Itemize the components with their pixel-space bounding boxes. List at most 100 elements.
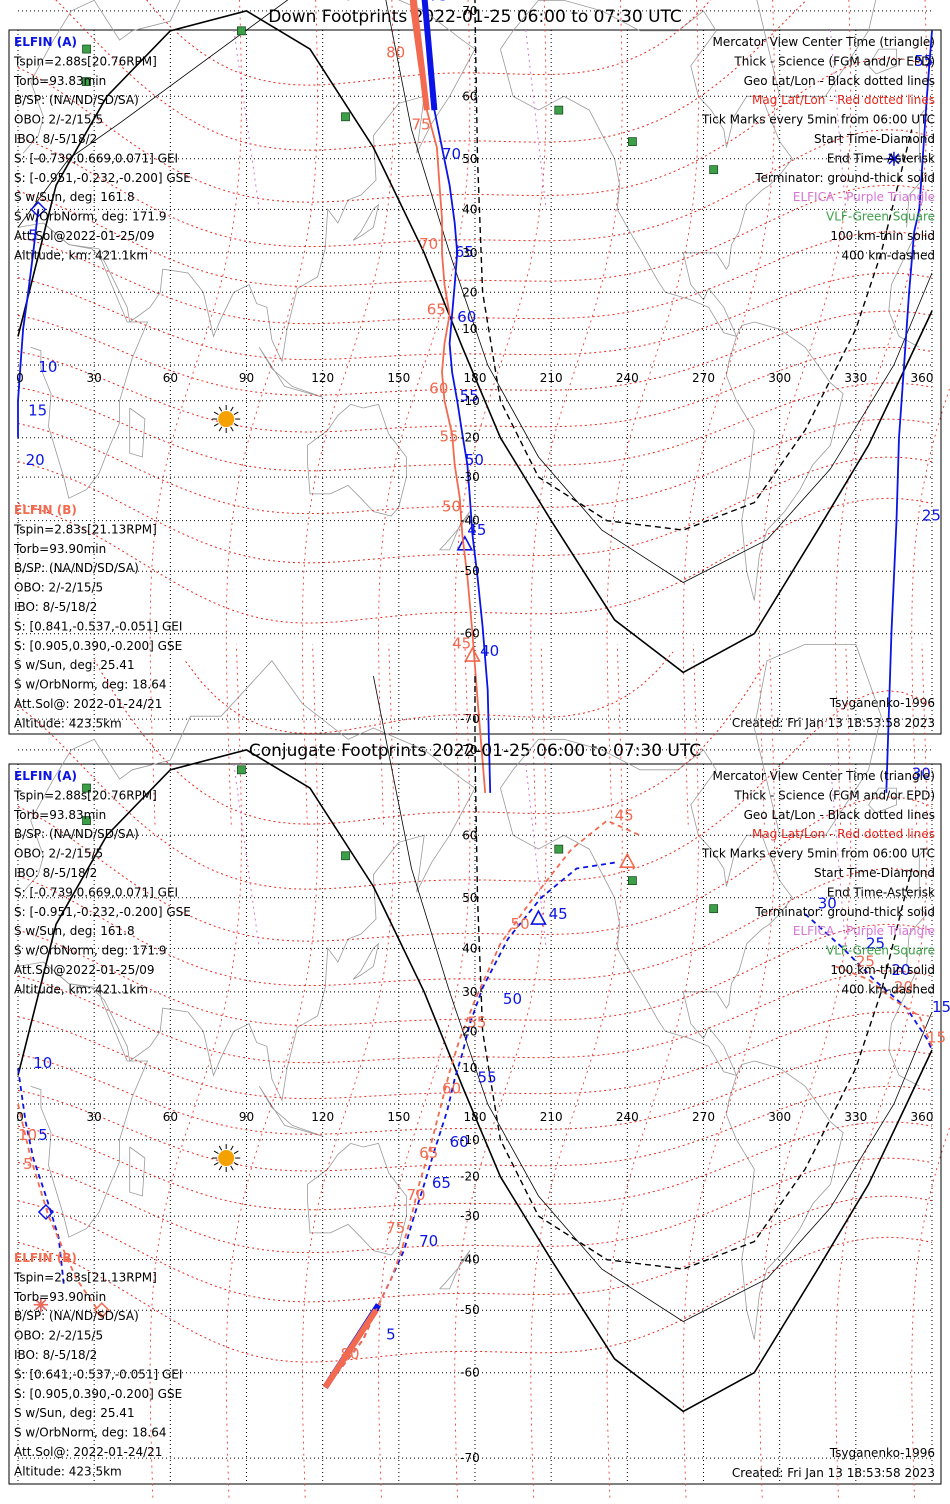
vlf-station-marker xyxy=(341,112,350,122)
elfin-a-track xyxy=(17,1068,65,1284)
panel-title: Down Footprints 2022-01-25 06:00 to 07:3… xyxy=(268,7,682,27)
mag-latitude-line xyxy=(55,0,808,151)
y-tick-label: -40 xyxy=(460,1253,480,1267)
coastline xyxy=(30,222,920,499)
x-tick-label: 210 xyxy=(540,371,563,385)
y-tick-label: 70 xyxy=(462,4,477,18)
elfin-a-info-line: Tspin=2.88s[20.76RPM] xyxy=(13,54,157,68)
x-tick-label: 240 xyxy=(616,1110,639,1124)
terminator-ground-line xyxy=(17,749,933,1413)
x-tick-label: 150 xyxy=(387,371,410,385)
track-time-label: 50 xyxy=(503,990,522,1008)
x-tick-label: 120 xyxy=(311,371,334,385)
x-tick-label: 60 xyxy=(163,371,178,385)
track-time-label: 55 xyxy=(460,387,479,405)
mag-latitude-line xyxy=(17,456,933,564)
legend-line: Start Time-Diamond xyxy=(814,866,935,880)
elfin-b-track xyxy=(17,1103,103,1317)
sun-ray xyxy=(218,406,223,412)
legend-line: Mag Lat/Lon - Red dotted lines xyxy=(752,827,935,841)
geo-grid xyxy=(17,749,933,1484)
sun-ray xyxy=(233,411,239,415)
mag-longitude-line xyxy=(454,0,547,825)
center-time-triangle xyxy=(464,646,481,662)
elfin-a-info-line: S: [-0.739,0.669,0.071] GEI xyxy=(14,151,178,165)
elfin-b-info-line: S: [0.905,0.390,-0.200] GSE xyxy=(14,639,182,653)
legend-line: Start Time-Diamond xyxy=(814,132,935,146)
x-tick-label: 360 xyxy=(911,1110,934,1124)
terminator-400km-line xyxy=(474,0,913,531)
mag-longitude-line xyxy=(378,0,471,825)
coastline xyxy=(258,346,323,398)
mag-longitude-line xyxy=(911,385,950,825)
elfin-b-info-line: S w/Sun, deg: 25.41 xyxy=(14,658,135,672)
elfin-b-info-line: Torb=93.90min xyxy=(13,1290,106,1304)
track-time-label: 65 xyxy=(427,301,446,319)
mag-latitude-line xyxy=(17,346,933,433)
mag-latitude-line xyxy=(17,1085,933,1172)
x-tick-label: 300 xyxy=(768,1110,791,1124)
coastline xyxy=(307,1142,407,1256)
vlf-station-marker xyxy=(237,26,246,36)
coastline xyxy=(30,961,920,1238)
sun-ray xyxy=(230,1145,234,1151)
y-tick-label: 50 xyxy=(462,152,477,166)
track-time-label: 25 xyxy=(866,934,885,952)
x-tick-label: 300 xyxy=(768,371,791,385)
track-time-label: 55 xyxy=(914,52,933,70)
terminator-400km-line xyxy=(474,676,913,1270)
elfin-a-info-line: Altitude, km: 421.1km xyxy=(14,248,148,262)
mag-longitude-line xyxy=(225,644,318,1504)
legend-line: Mercator View Center Time (triangle) xyxy=(713,769,935,783)
track-time-label: 20 xyxy=(891,961,910,979)
y-tick-label: -60 xyxy=(460,627,480,641)
elfin-b-info-line: S w/Sun, deg: 25.41 xyxy=(14,1406,135,1420)
coastline xyxy=(352,942,380,980)
coastline xyxy=(439,511,471,551)
legend-line: Tick Marks every 5min from 06:00 UTC xyxy=(701,113,935,127)
mag-longitude-line xyxy=(911,1124,950,1504)
footprint-tracks: 75 70 65 60 55 50 45 40 5 10 15 20 25 30 55 80 75 70 65 60 5… xyxy=(17,0,941,793)
mag-latitude-line xyxy=(17,690,933,890)
elfin-a-info-line: B/SP: (NA/ND/SD/SA) xyxy=(14,93,139,107)
elfin-a-info-line: Tspin=2.88s[20.76RPM] xyxy=(13,788,157,802)
elfin-a-info-line: B/SP: (NA/ND/SD/SA) xyxy=(14,827,139,841)
legend-line: Geo Lat/Lon - Black dotted lines xyxy=(744,74,935,88)
track-time-label: 10 xyxy=(33,1054,52,1072)
mag-longitude-line xyxy=(302,0,395,825)
mag-latitude-line xyxy=(17,382,933,472)
elfin-a-heading: ELFIN (A) xyxy=(14,769,77,783)
end-time-asterisk xyxy=(35,1299,47,1311)
track-time-label: 70 xyxy=(442,145,461,163)
track-time-label: 45 xyxy=(467,521,486,539)
elfin-a-info-line: S: [-0.739,0.669,0.071] GEI xyxy=(14,885,178,899)
elfin-a-info-line: Altitude, km: 421.1km xyxy=(14,982,148,996)
sun-ray xyxy=(218,1165,223,1171)
elfica-line xyxy=(525,763,547,949)
x-tick-label: 30 xyxy=(87,371,102,385)
mag-latitude-line xyxy=(17,272,933,361)
legend-line: Tick Marks every 5min from 06:00 UTC xyxy=(701,847,935,861)
y-tick-label: 40 xyxy=(462,941,477,955)
elfica-line xyxy=(525,29,547,210)
coastline xyxy=(17,0,928,363)
coastline xyxy=(500,738,793,1077)
track-time-label: 20 xyxy=(26,451,45,469)
mag-longitude-line xyxy=(682,644,775,1504)
elfin-b-track xyxy=(409,0,487,793)
mag-latitude-line xyxy=(17,923,933,1027)
track-time-label: 45 xyxy=(615,807,634,825)
track-time-label: 60 xyxy=(442,1079,461,1097)
terminator-ground-line xyxy=(17,10,933,674)
sun-ray xyxy=(230,406,234,412)
legend-line: ELFICA - Purple Triangle xyxy=(793,190,935,204)
track-time-label: 55 xyxy=(467,1013,486,1031)
sun-disc xyxy=(218,411,235,428)
legend-line: Mercator View Center Time (triangle) xyxy=(713,35,935,49)
elfin-a-heading: ELFIN (A) xyxy=(14,35,77,49)
coastline xyxy=(129,407,146,458)
elfin-b-info-line: Tspin=2.83s[21.13RPM] xyxy=(13,522,157,536)
elfin-b-track xyxy=(324,819,641,1388)
coastlines xyxy=(17,0,928,601)
x-tick-label: 240 xyxy=(616,371,639,385)
